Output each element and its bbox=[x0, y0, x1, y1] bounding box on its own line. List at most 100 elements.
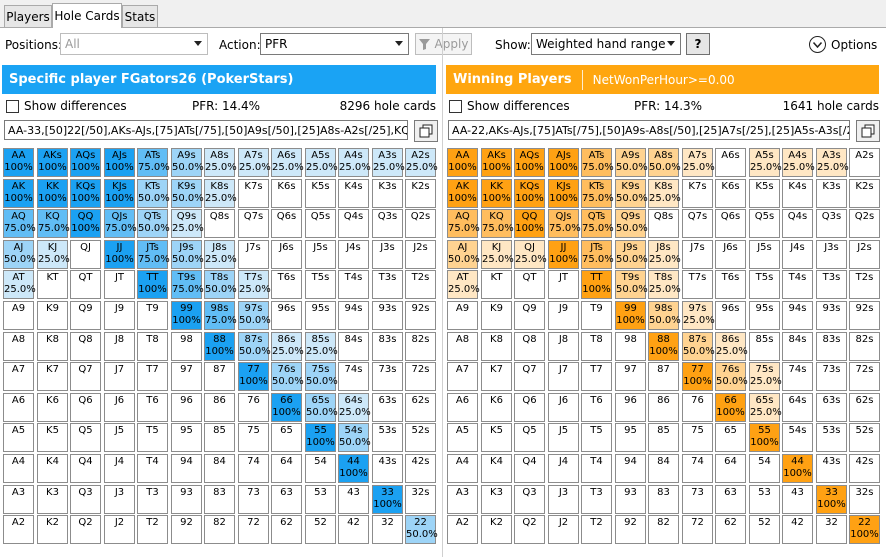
hand-cell-T7[interactable]: T7 bbox=[581, 362, 612, 391]
hand-cell-63[interactable]: 63 bbox=[271, 485, 302, 514]
hand-cell-94[interactable]: 94 bbox=[615, 454, 646, 483]
hand-cell-65s[interactable]: 65s 50.0% bbox=[305, 393, 338, 422]
hand-cell-32[interactable]: 32 bbox=[372, 515, 403, 544]
hand-cell-98s[interactable]: 98s 50.0% bbox=[648, 301, 681, 330]
hand-cell-32[interactable]: 32 bbox=[816, 515, 847, 544]
hand-cell-AA[interactable]: AA 100% bbox=[447, 148, 478, 177]
hand-cell-Q6s[interactable]: Q6s bbox=[715, 209, 746, 238]
hand-cell-93s[interactable]: 93s bbox=[816, 301, 847, 330]
hand-cell-73s[interactable]: 73s bbox=[816, 362, 847, 391]
hand-cell-T4s[interactable]: T4s bbox=[338, 270, 369, 299]
hand-cell-KT[interactable]: KT bbox=[481, 270, 512, 299]
hand-cell-44[interactable]: 44 100% bbox=[782, 454, 813, 483]
hand-cell-T9s[interactable]: T9s 75.0% bbox=[171, 270, 204, 299]
left-copy-button[interactable] bbox=[414, 120, 438, 142]
right-copy-button[interactable] bbox=[856, 120, 880, 142]
left-range-input[interactable]: AA-33,[50]22[/50],AKs-AJs,[75]ATs[/75],[… bbox=[4, 120, 408, 140]
hand-cell-J7[interactable]: J7 bbox=[548, 362, 579, 391]
hand-cell-T9[interactable]: T9 bbox=[581, 301, 612, 330]
hand-cell-83[interactable]: 83 bbox=[204, 485, 235, 514]
hand-cell-T8s[interactable]: T8s 25.0% bbox=[648, 270, 681, 299]
hand-cell-A8s[interactable]: A8s 25.0% bbox=[204, 148, 237, 177]
hand-cell-J2s[interactable]: J2s bbox=[405, 240, 436, 269]
hand-cell-K9s[interactable]: K9s 50.0% bbox=[171, 179, 204, 208]
hand-cell-A7s[interactable]: A7s 25.0% bbox=[682, 148, 715, 177]
apply-button[interactable]: Apply bbox=[415, 33, 472, 55]
positions-select[interactable]: All bbox=[60, 33, 208, 55]
hand-cell-QQ[interactable]: QQ 100% bbox=[514, 209, 545, 238]
hand-cell-97s[interactable]: 97s 50.0% bbox=[238, 301, 271, 330]
hand-cell-J7s[interactable]: J7s bbox=[682, 240, 713, 269]
hand-cell-AA[interactable]: AA 100% bbox=[3, 148, 34, 177]
hand-cell-K5s[interactable]: K5s bbox=[305, 179, 336, 208]
hand-cell-99[interactable]: 99 100% bbox=[171, 301, 202, 330]
hand-cell-QT[interactable]: QT bbox=[70, 270, 101, 299]
hand-cell-Q7[interactable]: Q7 bbox=[70, 362, 101, 391]
hand-cell-A5[interactable]: A5 bbox=[3, 423, 34, 452]
hand-cell-KJs[interactable]: KJs 100% bbox=[104, 179, 135, 208]
hand-cell-53[interactable]: 53 bbox=[749, 485, 780, 514]
hand-cell-63s[interactable]: 63s bbox=[372, 393, 403, 422]
hand-cell-AQ[interactable]: AQ 75.0% bbox=[447, 209, 480, 238]
hand-cell-J9s[interactable]: J9s 50.0% bbox=[615, 240, 648, 269]
hand-cell-64s[interactable]: 64s 25.0% bbox=[338, 393, 371, 422]
hand-cell-92s[interactable]: 92s bbox=[405, 301, 436, 330]
hand-cell-A5[interactable]: A5 bbox=[447, 423, 478, 452]
hand-cell-65[interactable]: 65 bbox=[271, 423, 302, 452]
hand-cell-J6s[interactable]: J6s bbox=[715, 240, 746, 269]
show-select[interactable]: Weighted hand range bbox=[531, 33, 681, 55]
hand-cell-K3s[interactable]: K3s bbox=[372, 179, 403, 208]
hand-cell-A4[interactable]: A4 bbox=[447, 454, 478, 483]
hand-cell-74[interactable]: 74 bbox=[682, 454, 713, 483]
hand-cell-Q2[interactable]: Q2 bbox=[514, 515, 545, 544]
hand-cell-J2[interactable]: J2 bbox=[548, 515, 579, 544]
hand-cell-T9[interactable]: T9 bbox=[137, 301, 168, 330]
hand-cell-93[interactable]: 93 bbox=[171, 485, 202, 514]
hand-cell-22[interactable]: 22 50.0% bbox=[405, 515, 438, 544]
hand-cell-J8s[interactable]: J8s 25.0% bbox=[204, 240, 237, 269]
hand-cell-AK[interactable]: AK 100% bbox=[447, 179, 478, 208]
hand-cell-T3s[interactable]: T3s bbox=[372, 270, 403, 299]
hand-cell-53[interactable]: 53 bbox=[305, 485, 336, 514]
hand-cell-Q2s[interactable]: Q2s bbox=[849, 209, 880, 238]
hand-cell-J6[interactable]: J6 bbox=[548, 393, 579, 422]
hand-cell-Q5s[interactable]: Q5s bbox=[749, 209, 780, 238]
hand-cell-62s[interactable]: 62s bbox=[405, 393, 436, 422]
hand-cell-T5s[interactable]: T5s bbox=[749, 270, 780, 299]
hand-cell-85s[interactable]: 85s bbox=[749, 332, 780, 361]
hand-cell-A9s[interactable]: A9s 50.0% bbox=[615, 148, 648, 177]
hand-cell-Q3[interactable]: Q3 bbox=[70, 485, 101, 514]
hand-cell-74[interactable]: 74 bbox=[238, 454, 269, 483]
hand-cell-92[interactable]: 92 bbox=[615, 515, 646, 544]
hand-cell-55[interactable]: 55 100% bbox=[749, 423, 780, 452]
hand-cell-T7[interactable]: T7 bbox=[137, 362, 168, 391]
hand-cell-JJ[interactable]: JJ 100% bbox=[548, 240, 579, 269]
hand-cell-92s[interactable]: 92s bbox=[849, 301, 880, 330]
hand-cell-K8s[interactable]: K8s 25.0% bbox=[648, 179, 681, 208]
hand-cell-A7s[interactable]: A7s 25.0% bbox=[238, 148, 271, 177]
hand-cell-A9s[interactable]: A9s 50.0% bbox=[171, 148, 204, 177]
hand-cell-32s[interactable]: 32s bbox=[849, 485, 880, 514]
hand-cell-43[interactable]: 43 bbox=[782, 485, 813, 514]
hand-cell-K2[interactable]: K2 bbox=[37, 515, 68, 544]
hand-cell-A4s[interactable]: A4s 25.0% bbox=[338, 148, 371, 177]
hand-cell-AJs[interactable]: AJs 100% bbox=[104, 148, 135, 177]
hand-cell-Q8s[interactable]: Q8s bbox=[648, 209, 679, 238]
hand-cell-AKs[interactable]: AKs 100% bbox=[481, 148, 512, 177]
hand-cell-Q7s[interactable]: Q7s bbox=[238, 209, 269, 238]
hand-cell-Q8s[interactable]: Q8s bbox=[204, 209, 235, 238]
tab-stats[interactable]: Stats bbox=[122, 5, 158, 27]
hand-cell-K5[interactable]: K5 bbox=[37, 423, 68, 452]
hand-cell-Q2s[interactable]: Q2s bbox=[405, 209, 436, 238]
hand-cell-J2[interactable]: J2 bbox=[104, 515, 135, 544]
hand-cell-K3s[interactable]: K3s bbox=[816, 179, 847, 208]
hand-cell-A6s[interactable]: A6s bbox=[715, 148, 746, 177]
hand-cell-54[interactable]: 54 bbox=[305, 454, 336, 483]
hand-cell-Q9[interactable]: Q9 bbox=[70, 301, 101, 330]
hand-cell-98[interactable]: 98 bbox=[615, 332, 646, 361]
hand-cell-T7s[interactable]: T7s bbox=[682, 270, 713, 299]
hand-cell-Q7[interactable]: Q7 bbox=[514, 362, 545, 391]
hand-cell-KQs[interactable]: KQs 100% bbox=[514, 179, 545, 208]
hand-cell-72[interactable]: 72 bbox=[682, 515, 713, 544]
hand-cell-QJ[interactable]: QJ 25.0% bbox=[514, 240, 547, 269]
